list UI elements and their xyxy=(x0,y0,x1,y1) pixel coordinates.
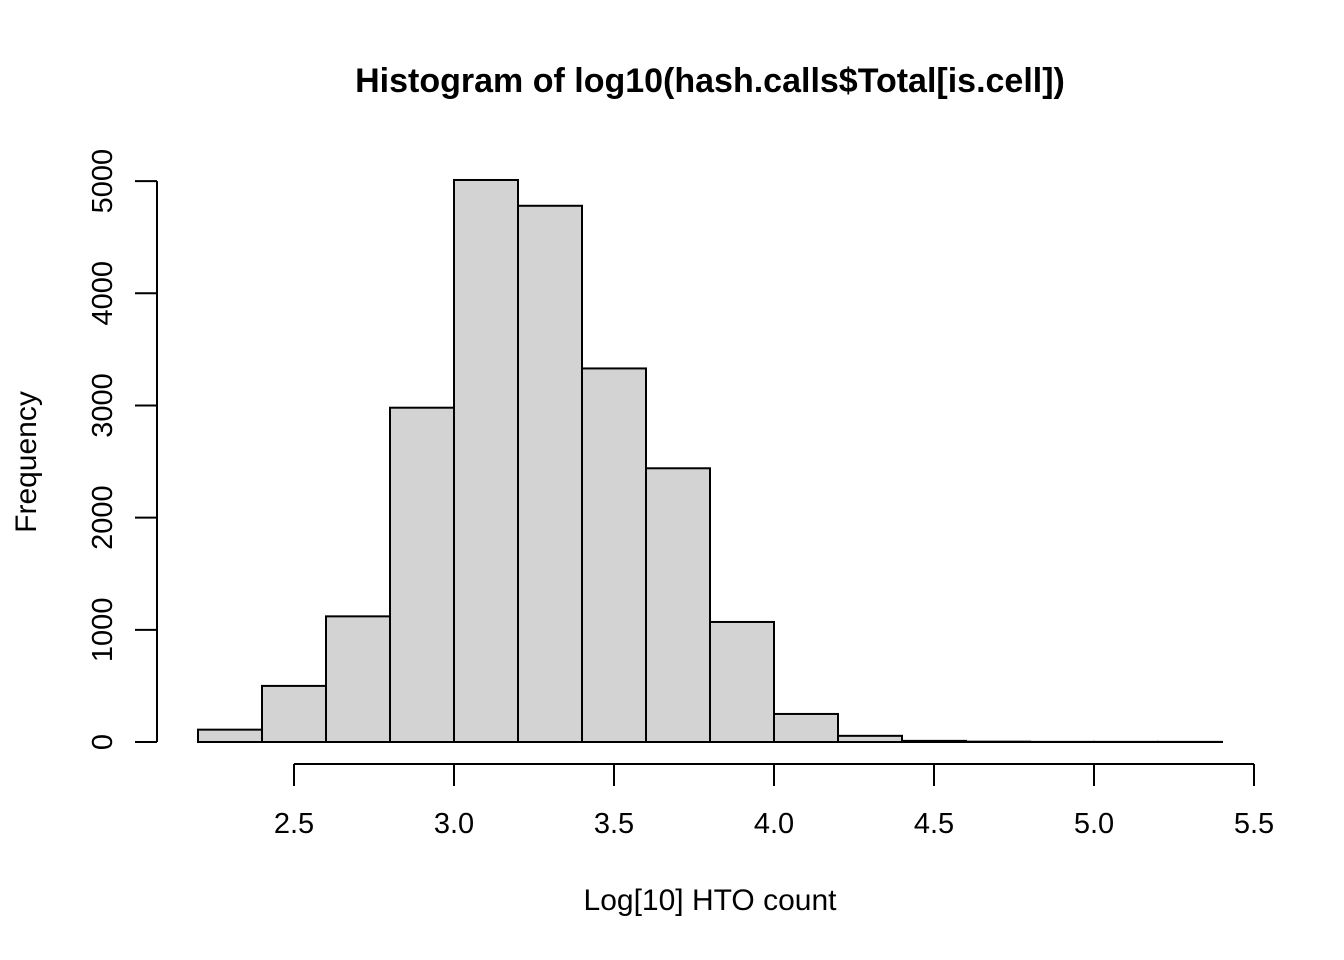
histogram-bar-4 xyxy=(453,178,519,743)
x-tick-label-1: 3.0 xyxy=(434,808,474,840)
y-axis-label: Frequency xyxy=(10,391,43,533)
y-tick-label-3: 3000 xyxy=(87,373,119,438)
x-tick-label-2: 3.5 xyxy=(594,808,634,840)
histogram-bar-9 xyxy=(773,712,839,744)
x-tick-label-0: 2.5 xyxy=(274,808,314,840)
x-axis-label: Log[10] HTO count xyxy=(584,884,838,917)
y-tick-label-5: 5000 xyxy=(87,149,119,214)
bars-group xyxy=(197,178,1223,744)
x-tick-label-3: 4.0 xyxy=(754,808,794,840)
chart-title: Histogram of log10(hash.calls$Total[is.c… xyxy=(355,62,1065,100)
histogram-bar-3 xyxy=(389,406,455,743)
y-tick-label-4: 4000 xyxy=(87,261,119,326)
histogram-bar-0 xyxy=(197,728,263,744)
histogram-bar-10 xyxy=(837,734,903,743)
histogram-bar-2 xyxy=(325,615,391,743)
histogram-bar-8 xyxy=(709,620,775,744)
x-tick-label-5: 5.0 xyxy=(1074,808,1114,840)
histogram-bar-5 xyxy=(517,204,583,743)
histogram-bar-6 xyxy=(581,367,647,743)
x-tick-label-6: 5.5 xyxy=(1234,808,1274,840)
histogram-bar-1 xyxy=(261,684,327,743)
y-tick-label-2: 2000 xyxy=(87,485,119,550)
y-tick-label-1: 1000 xyxy=(87,598,119,663)
y-tick-label-0: 0 xyxy=(87,734,119,750)
x-axis: 2.5 3.0 3.5 4.0 4.5 5.0 5.5 xyxy=(274,763,1274,840)
histogram-bar-11 xyxy=(901,739,967,743)
y-axis: 0 1000 2000 3000 4000 5000 xyxy=(87,149,158,750)
x-tick-label-4: 4.5 xyxy=(914,808,954,840)
histogram-bar-7 xyxy=(645,467,711,743)
